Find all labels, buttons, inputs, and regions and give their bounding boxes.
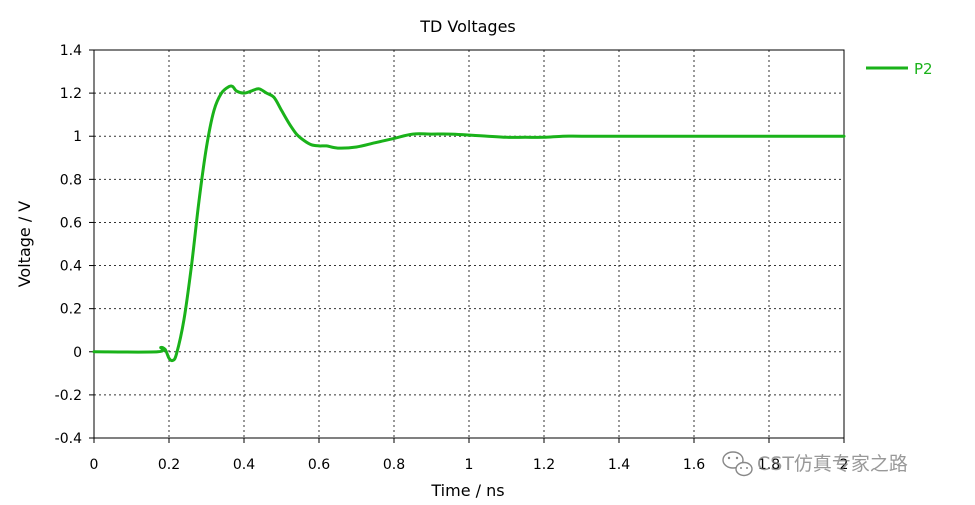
legend-label-p2: P2 xyxy=(914,60,933,78)
x-axis-title: Time / ns xyxy=(430,481,504,500)
x-tick-label: 0.8 xyxy=(383,457,405,473)
plot-area-border xyxy=(93,49,845,439)
x-tick-label: 1 xyxy=(465,457,474,473)
y-tick-label: 1.4 xyxy=(60,43,82,59)
chart-title: TD Voltages xyxy=(419,17,516,36)
y-tick-label: 0.2 xyxy=(60,302,82,318)
watermark-text: CST仿真专家之路 xyxy=(757,453,908,475)
y-tick-label: 0.6 xyxy=(60,215,82,231)
x-tick-label: 0 xyxy=(90,457,99,473)
x-tick-label: 0.6 xyxy=(308,457,330,473)
x-tick-label: 1.4 xyxy=(608,457,630,473)
series-line-p2 xyxy=(92,84,846,363)
wechat-icon xyxy=(722,451,753,477)
watermark: CST仿真专家之路 xyxy=(722,451,908,477)
y-tick-label: -0.4 xyxy=(55,431,82,447)
x-axis-ticks: 0 0.2 0.4 0.6 0.8 1 1.2 1.4 1.6 1.8 2 xyxy=(90,438,849,473)
y-tick-label: -0.2 xyxy=(55,388,82,404)
y-tick-label: 1 xyxy=(73,129,82,145)
y-tick-label: 0.4 xyxy=(60,259,82,275)
x-tick-label: 0.2 xyxy=(158,457,180,473)
x-tick-label: 1.6 xyxy=(683,457,705,473)
y-axis-title: Voltage / V xyxy=(15,201,34,288)
x-tick-label: 1.8 xyxy=(758,457,780,473)
x-tick-label: 1.2 xyxy=(533,457,555,473)
y-tick-label: 1.2 xyxy=(60,86,82,102)
y-axis-ticks: 1.4 1.2 1 0.8 0.6 0.4 0.2 0 -0.2 -0.4 xyxy=(55,43,94,447)
x-tick-label: 0.4 xyxy=(233,457,255,473)
grid xyxy=(94,50,844,438)
legend: P2 xyxy=(866,60,933,78)
y-tick-label: 0.8 xyxy=(60,172,82,188)
x-tick-label: 2 xyxy=(840,457,849,473)
y-tick-label: 0 xyxy=(73,345,82,361)
